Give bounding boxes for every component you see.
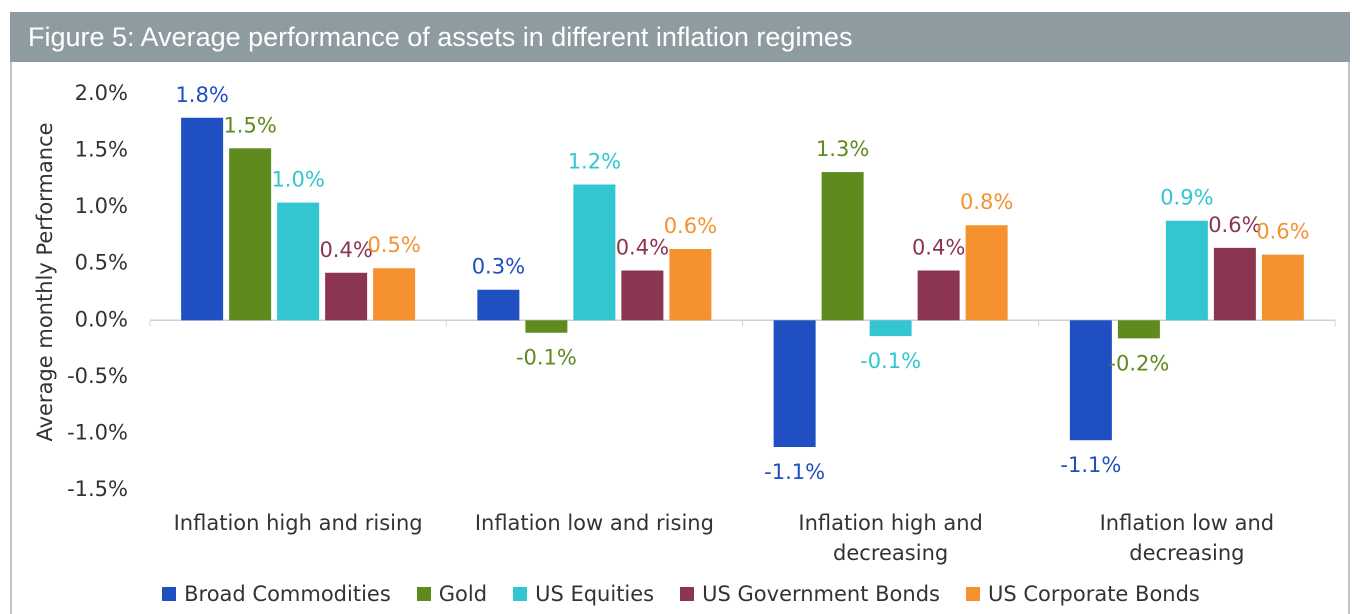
bar <box>1069 320 1112 441</box>
bar <box>669 249 712 321</box>
data-label: 0.9% <box>1160 186 1213 210</box>
legend-label: Broad Commodities <box>184 582 391 606</box>
legend-label: US Equities <box>535 582 655 606</box>
bar <box>181 117 224 321</box>
y-tick-label: -1.0% <box>67 420 128 444</box>
chart-title: Figure 5: Average performance of assets … <box>10 12 1350 62</box>
data-label: 0.3% <box>472 255 525 279</box>
data-label: 0.8% <box>960 190 1013 214</box>
data-label: 0.6% <box>664 214 717 238</box>
legend-label: US Corporate Bonds <box>988 582 1200 606</box>
legend-item: Broad Commodities <box>162 582 391 606</box>
legend: Broad Commodities Gold US Equities US Gover… <box>0 582 1362 606</box>
bar <box>229 148 272 321</box>
bar <box>525 320 568 333</box>
y-tick-label: -0.5% <box>67 364 128 388</box>
bar <box>773 320 816 448</box>
x-tick-label: Inflation low and decreasing <box>1099 511 1275 565</box>
data-label: 1.0% <box>271 168 324 192</box>
y-tick-label: 0.5% <box>75 251 128 275</box>
bar <box>621 270 664 321</box>
data-label: 0.6% <box>1208 213 1261 237</box>
data-label: 0.6% <box>1256 220 1309 244</box>
legend-swatch <box>416 587 431 601</box>
y-tick-label: 2.0% <box>75 81 128 105</box>
data-label: 1.2% <box>568 150 621 174</box>
data-label: -0.2% <box>1108 351 1169 375</box>
data-label: 0.4% <box>912 236 965 260</box>
legend-item: Gold <box>416 582 488 606</box>
legend-item: US Government Bonds <box>680 582 940 606</box>
bar <box>277 202 320 321</box>
x-tick-label: Inflation high and decreasing <box>798 511 983 565</box>
data-label: 0.4% <box>319 238 372 262</box>
bar <box>1117 320 1160 339</box>
legend-label: Gold <box>438 582 488 606</box>
data-label: 1.8% <box>175 83 228 107</box>
legend-swatch <box>680 587 695 601</box>
y-tick-label: 1.5% <box>75 138 128 162</box>
bar <box>1213 247 1256 321</box>
x-tick-label: Inflation low and rising <box>474 511 714 535</box>
bar <box>373 268 416 321</box>
y-tick-label: 0.0% <box>75 307 128 331</box>
y-axis-title: Average monthly Performance <box>33 122 57 441</box>
data-label: 0.4% <box>616 236 669 260</box>
data-label: 1.3% <box>816 137 869 161</box>
data-label: -1.1% <box>1060 453 1121 477</box>
bar <box>325 272 368 321</box>
frame <box>10 62 1350 614</box>
bar <box>1165 220 1208 321</box>
legend-label: US Government Bonds <box>702 582 940 606</box>
legend-swatch <box>966 587 980 601</box>
legend-swatch <box>162 587 177 601</box>
data-label: 0.5% <box>367 233 420 257</box>
bar <box>821 172 864 321</box>
bar <box>965 225 1008 321</box>
data-label: -1.1% <box>764 460 825 484</box>
bar <box>917 270 960 321</box>
legend-item: US Corporate Bonds <box>966 582 1200 606</box>
bar <box>477 289 520 321</box>
legend-item: US Equities <box>513 582 654 606</box>
y-tick-label: -1.5% <box>67 477 128 501</box>
x-tick-label: Inflation high and rising <box>173 511 423 535</box>
y-tick-label: 1.0% <box>75 194 128 218</box>
data-label: -0.1% <box>860 349 921 373</box>
data-label: -0.1% <box>516 346 577 370</box>
bar <box>869 320 912 337</box>
data-label: 1.5% <box>223 113 276 137</box>
bar <box>1261 254 1304 321</box>
bar <box>573 184 616 321</box>
legend-swatch <box>513 587 528 601</box>
